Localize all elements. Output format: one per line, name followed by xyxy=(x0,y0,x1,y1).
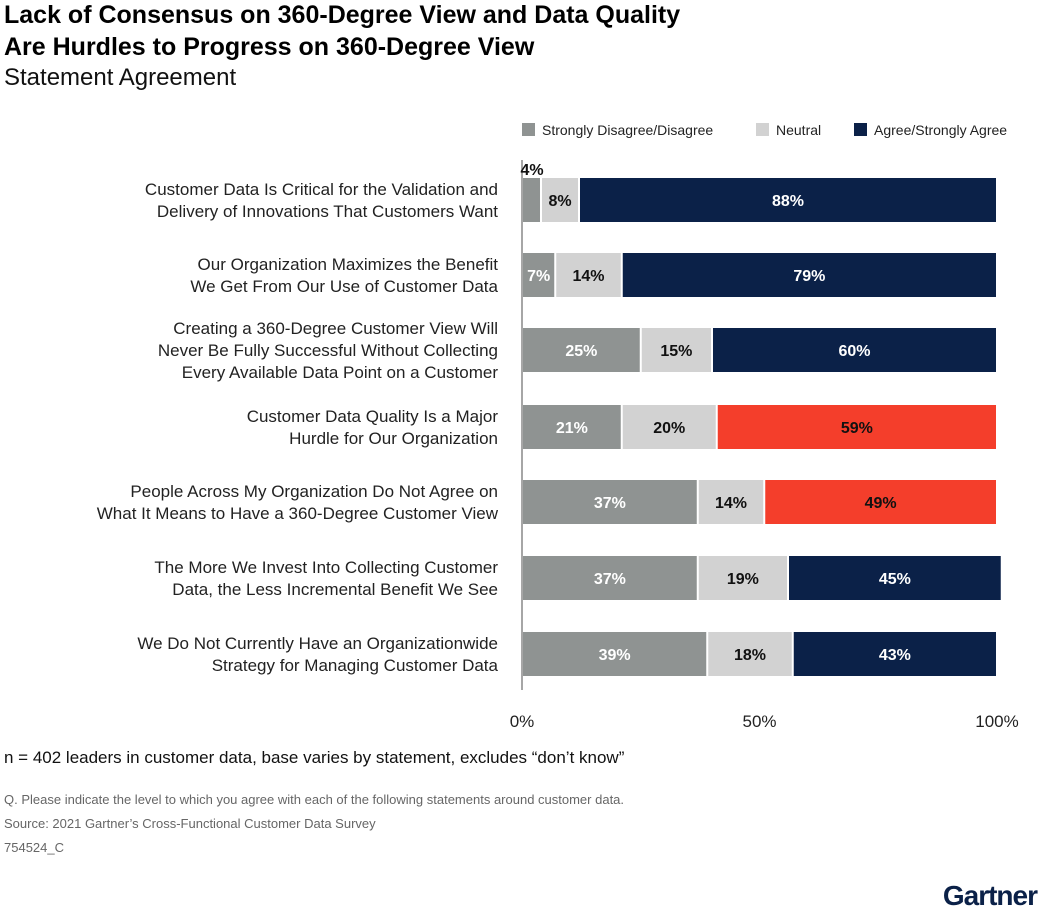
chart-title-line-2: Are Hurdles to Progress on 360-Degree Vi… xyxy=(4,33,535,61)
category-label: We Do Not Currently Have an Organization… xyxy=(137,634,498,653)
bar-segment xyxy=(708,632,792,676)
data-label: 25% xyxy=(565,343,597,360)
data-label: 19% xyxy=(727,571,759,588)
legend-swatch xyxy=(756,123,769,136)
bar-segment xyxy=(556,253,621,297)
category-label: Every Available Data Point on a Customer xyxy=(182,363,499,382)
data-label: 59% xyxy=(841,420,873,437)
bar-segment xyxy=(523,178,540,222)
legend-swatch xyxy=(522,123,535,136)
x-tick-label: 0% xyxy=(510,712,535,731)
data-label: 43% xyxy=(879,647,911,664)
category-label: Delivery of Innovations That Customers W… xyxy=(157,202,498,221)
x-tick-label: 100% xyxy=(975,712,1018,731)
chart-title-line-1: Lack of Consensus on 360-Degree View and… xyxy=(4,1,681,29)
bar-segment xyxy=(523,253,555,297)
bar-segment xyxy=(789,556,1001,600)
bar-segment xyxy=(698,556,787,600)
data-label: 7% xyxy=(527,268,550,285)
x-tick-label: 50% xyxy=(742,712,776,731)
survey-question: Q. Please indicate the level to which yo… xyxy=(4,792,625,807)
sample-note: n = 402 leaders in customer data, base v… xyxy=(4,748,625,767)
legend-label: Neutral xyxy=(776,122,821,138)
data-label: 88% xyxy=(772,193,804,210)
category-label: What It Means to Have a 360-Degree Custo… xyxy=(97,504,499,523)
data-label: 20% xyxy=(653,420,685,437)
source: Source: 2021 Gartner’s Cross-Functional … xyxy=(4,816,376,831)
bar-segment xyxy=(641,328,711,372)
category-label: Our Organization Maximizes the Benefit xyxy=(198,255,499,274)
legend-swatch xyxy=(854,123,867,136)
category-label: People Across My Organization Do Not Agr… xyxy=(130,482,498,501)
chart-subtitle: Statement Agreement xyxy=(4,64,237,91)
category-label: Creating a 360-Degree Customer View Will xyxy=(173,319,498,338)
data-label: 18% xyxy=(734,647,766,664)
category-label: Strategy for Managing Customer Data xyxy=(212,656,499,675)
category-label: Customer Data Is Critical for the Valida… xyxy=(145,180,498,199)
bar-segment xyxy=(523,632,707,676)
bar-segment xyxy=(523,328,640,372)
stacked-bar-chart: Strongly Disagree/Disagree Neutral Agree/S… xyxy=(97,122,1019,731)
legend-label: Agree/Strongly Agree xyxy=(874,122,1007,138)
bar-segment xyxy=(698,480,764,524)
figure-code: 754524_C xyxy=(4,840,64,855)
data-label: 14% xyxy=(715,495,747,512)
data-label: 45% xyxy=(879,571,911,588)
category-label: Never Be Fully Successful Without Collec… xyxy=(158,341,498,360)
data-label: 4% xyxy=(520,162,543,179)
data-label: 14% xyxy=(572,268,604,285)
bar-segment xyxy=(793,632,996,676)
bar-segment xyxy=(523,480,697,524)
category-label: We Get From Our Use of Customer Data xyxy=(190,277,498,296)
category-label: Hurdle for Our Organization xyxy=(289,429,498,448)
data-label: 37% xyxy=(594,571,626,588)
bar-segment xyxy=(523,405,621,449)
bar-segment xyxy=(542,178,578,222)
data-label: 15% xyxy=(660,343,692,360)
category-label: The More We Invest Into Collecting Custo… xyxy=(154,558,498,577)
data-label: 60% xyxy=(838,343,870,360)
category-label: Customer Data Quality Is a Major xyxy=(247,407,499,426)
data-label: 79% xyxy=(793,268,825,285)
category-label: Data, the Less Incremental Benefit We Se… xyxy=(172,580,498,599)
legend-label: Strongly Disagree/Disagree xyxy=(542,122,713,138)
bar-segment xyxy=(523,556,697,600)
data-label: 8% xyxy=(548,193,571,210)
bar-segment xyxy=(713,328,996,372)
bar-segment xyxy=(717,405,996,449)
bar-segment xyxy=(622,405,716,449)
bar-segment xyxy=(765,480,996,524)
gartner-logo: Gartner xyxy=(942,880,1038,911)
data-label: 21% xyxy=(556,420,588,437)
bar-segment xyxy=(622,253,996,297)
bar-segment xyxy=(580,178,996,222)
data-label: 37% xyxy=(594,495,626,512)
data-label: 39% xyxy=(599,647,631,664)
data-label: 49% xyxy=(865,495,897,512)
